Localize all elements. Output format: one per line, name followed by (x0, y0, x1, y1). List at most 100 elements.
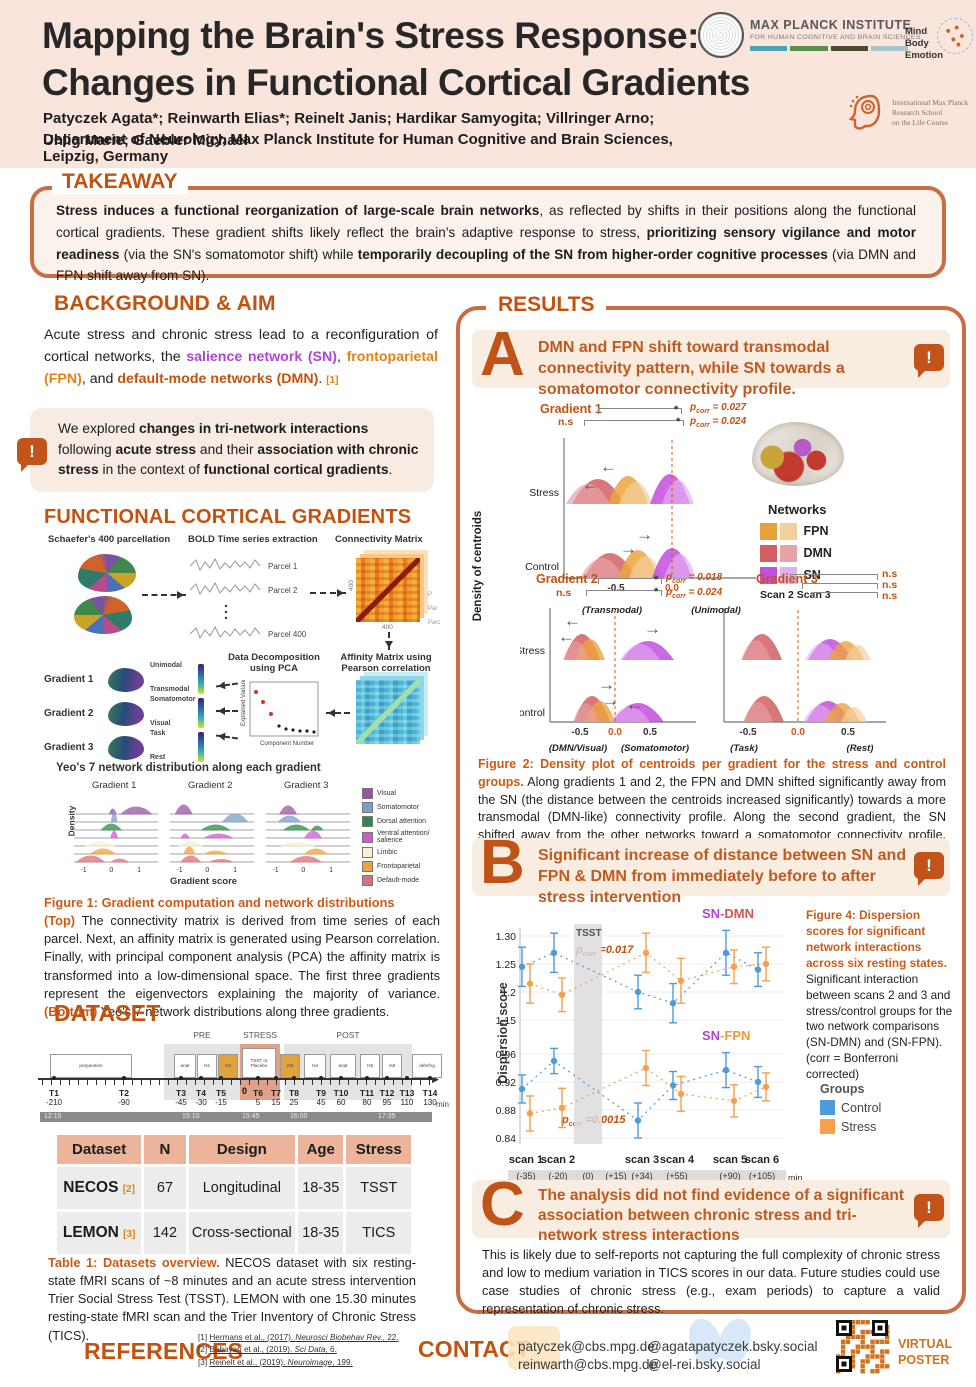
svg-text:-0.5: -0.5 (739, 727, 757, 738)
takeaway-heading: TAKEAWAY (52, 170, 188, 194)
timeline-dot (405, 1076, 409, 1080)
svg-text:←: ← (626, 695, 643, 714)
takeaway-box (30, 186, 946, 278)
contact-emails: patyczek@cbs.mpg.de reinwarth@cbs.mpg.de (518, 1338, 657, 1373)
timeline-dot (52, 1076, 56, 1080)
virtual-poster-label: VIRTUAL POSTER (898, 1337, 953, 1368)
timeline-unit: min (436, 1100, 449, 1109)
gradients-heading: FUNCTIONAL CORTICAL GRADIENTS (44, 506, 412, 528)
gradient-bottom-label: Rest (150, 754, 166, 761)
svg-text:1.25: 1.25 (496, 959, 517, 971)
svg-text:-0.5: -0.5 (607, 583, 625, 594)
timeline-phase-label: PRE (193, 1030, 211, 1040)
clock-time: 12:15 (44, 1113, 62, 1120)
block-letter-b: B (480, 828, 525, 897)
imprs-label: International Max Planck Research School o… (892, 98, 969, 128)
gradient3-label: Gradient 3 (756, 572, 818, 586)
ns-label: n.s (558, 416, 574, 428)
scan-label: scan 6 (744, 1154, 780, 1166)
social-link[interactable]: @agatapatyczek.bsky.social (648, 1339, 818, 1354)
reference-item[interactable]: [2] Babayan et al., (2019). Sci Data, 6. (198, 1345, 337, 1355)
background-intro: Acute stress and chronic stress lead to … (44, 327, 438, 387)
svg-text:(Unimodal): (Unimodal) (691, 605, 741, 616)
fig2-ylabel: Density of centroids (472, 510, 484, 622)
ns-label: n.s (882, 568, 898, 580)
gradient-row-label: Gradient 1 (44, 674, 94, 685)
svg-text:Component Number: Component Number (260, 741, 314, 747)
svg-text:0.96: 0.96 (496, 1049, 517, 1061)
scan-label: scan 2 (540, 1154, 576, 1166)
exclamation-bubble-icon: ! (17, 438, 47, 472)
timeline-t-label: T12 (379, 1088, 395, 1098)
networks-legend: Networks FPN DMN SN Scan 2 Scan 3 (760, 502, 832, 601)
table-row: LEMON [3] 142 Cross-sectional 18-35 TICS (57, 1212, 411, 1254)
timeline-task-box: rs6 (382, 1054, 402, 1078)
gradient-bottom-label: Transmodal (150, 686, 190, 693)
timeline-dot (199, 1076, 203, 1080)
timeline-dot (122, 1076, 126, 1080)
mpi-bar (870, 46, 908, 51)
svg-text:-1: -1 (80, 867, 86, 874)
offset-unit: min (788, 1173, 803, 1183)
timeline-task-box: debrfng (412, 1054, 442, 1078)
svg-text:1.30: 1.30 (496, 931, 517, 943)
sheet-label: Par (428, 606, 438, 612)
timeline-phase-label: POST (336, 1030, 360, 1040)
mpi-name: MAX PLANCK INSTITUTE (750, 18, 912, 32)
legend-item: Ventral attention/ salience (362, 830, 450, 844)
envelope-icon (508, 1326, 560, 1370)
gradient-rows: Gradient 1 Unimodal Transmodal Gradient 2 So… (30, 660, 230, 762)
timeline-t-label: T10 (333, 1088, 349, 1098)
legend-label: Default-mode (377, 877, 420, 884)
social-link[interactable]: @el-rei.bsky.social (648, 1356, 761, 1372)
svg-text:←: ← (564, 611, 581, 630)
group-legend-row: Stress (820, 1119, 881, 1134)
ns-label: n.s (882, 590, 898, 602)
svg-text:→: → (636, 525, 653, 544)
dispersion-chart: 1.30 1.25 1.2 1.15 0.96 0.92 0.88 0.84 TSST (496, 924, 784, 1145)
result-c-banner: C The analysis did not find evidence of … (472, 1174, 950, 1244)
reference-item[interactable]: [3] Reinelt et al., (2019). Neuroimage, … (198, 1357, 353, 1367)
dataset-heading: DATASET (54, 1000, 161, 1026)
stat-bracket (598, 408, 682, 414)
table-header: Dataset (57, 1135, 142, 1164)
svg-text:0.88: 0.88 (496, 1105, 517, 1117)
mpi-bar (830, 46, 868, 51)
svg-text:1: 1 (329, 867, 333, 874)
reference-item[interactable]: [1] Hermans et al., (2017). Neurosci Bio… (198, 1333, 399, 1342)
table-row: NECOS [2] 67 Longitudinal 18-35 TSST (57, 1167, 411, 1209)
legend-label: Frontoparietal (377, 863, 421, 870)
gradient-top-label: Unimodal (150, 662, 182, 669)
scan-label: scan 1 (508, 1154, 544, 1166)
email-link[interactable]: reinwarth@cbs.mpg.de (518, 1356, 658, 1372)
authors: Patyczek Agata*; Reinwarth Elias*; Reine… (43, 110, 655, 149)
svg-text:→: → (620, 539, 637, 558)
offset-label: (+90) (719, 1171, 741, 1181)
yeo-col2: Gradient 2 (188, 780, 233, 791)
legend-item: Somatomotor (362, 802, 450, 813)
parcel-1-label: Parcel 1 (268, 562, 298, 571)
scan-label: scan 5 (712, 1154, 748, 1166)
gradient-top-label: Somatomotor (150, 696, 196, 703)
mind-body-emotion-label: Mind Body Emotion (905, 26, 943, 61)
legend-item: Frontoparietal (362, 861, 450, 872)
yeo-plot-g2: -1 0 1 (170, 804, 254, 874)
scan-columns-label: Scan 2 Scan 3 (760, 589, 831, 601)
timeline-task-box: rs5 (360, 1054, 380, 1078)
legend-swatch (362, 788, 373, 799)
gradient-colorbar (198, 732, 204, 762)
legend-swatch (362, 875, 373, 886)
email-link[interactable]: patyczek@cbs.mpg.de (518, 1339, 655, 1354)
references-heading: REFERENCES (84, 1338, 244, 1364)
qr-code[interactable] (836, 1320, 890, 1374)
significance-star: * (674, 404, 679, 416)
groups-legend-title: Groups (820, 1082, 865, 1096)
gradient2-label: Gradient 2 (536, 572, 598, 586)
legend-item: Visual (362, 788, 450, 799)
offset-label: (+55) (666, 1171, 688, 1181)
aim-text: We explored changes in tri-network inter… (58, 421, 419, 478)
timeline-t-label: T9 (316, 1088, 326, 1098)
group-legend-swatch (820, 1100, 835, 1115)
svg-text:0: 0 (109, 867, 113, 874)
timeline-dot (385, 1076, 389, 1080)
